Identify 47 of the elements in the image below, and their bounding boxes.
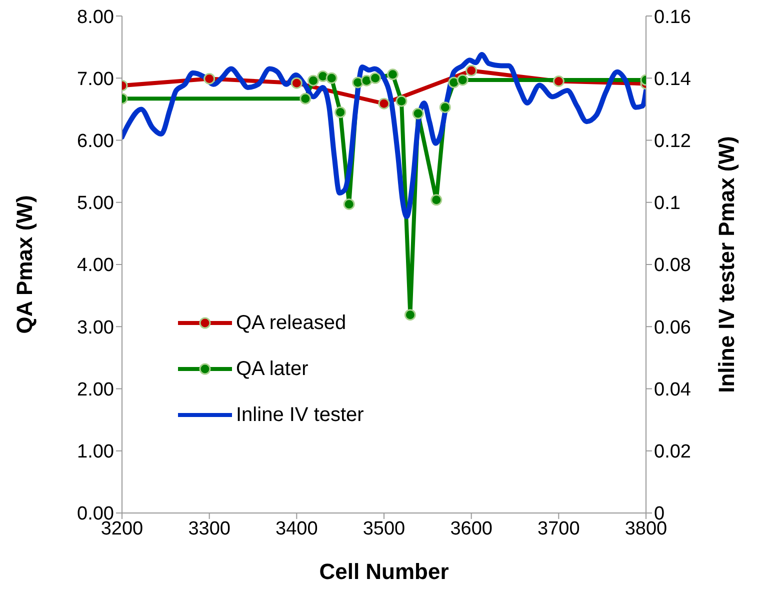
y2-tick-label: 0.14 <box>654 68 692 90</box>
x-tick-label: 3600 <box>450 518 492 540</box>
y2-tick-label: 0.04 <box>654 379 692 400</box>
point <box>466 64 478 76</box>
point <box>334 106 346 118</box>
point <box>412 108 424 120</box>
y-tick-label: 6.00 <box>77 130 114 152</box>
x-tick-label: 3500 <box>362 518 406 540</box>
point <box>300 92 312 104</box>
x-tick-label: 3300 <box>188 518 230 540</box>
legend-label: QA later <box>236 358 308 380</box>
x-axis-title: Cell Number <box>319 559 450 584</box>
point <box>386 68 398 80</box>
y-axis-title: QA Pmax (W) <box>12 195 37 334</box>
point <box>439 102 451 114</box>
y-tick-label: 1.00 <box>77 442 114 463</box>
y2-tick-label: 0.12 <box>654 130 691 152</box>
legend-label: QA released <box>236 312 346 334</box>
y2-axis-title: Inline IV tester Pmax (W) <box>714 136 739 393</box>
point <box>404 309 416 321</box>
legend-label: Inline IV tester <box>236 404 364 426</box>
x-tick-label: 3400 <box>276 518 318 540</box>
point <box>204 72 216 84</box>
point <box>290 77 302 89</box>
y-tick-label: 7.00 <box>77 68 114 90</box>
y-tick-label: 2.00 <box>77 379 114 400</box>
point <box>308 74 320 86</box>
point <box>448 76 460 88</box>
point <box>430 194 442 206</box>
point <box>378 98 390 110</box>
y2-tick-label: 0.06 <box>654 317 691 338</box>
point <box>343 198 355 210</box>
y2-tick-label: 0.02 <box>654 442 691 463</box>
point <box>456 74 468 86</box>
y-tick-label: 3.00 <box>77 317 114 338</box>
point <box>326 72 338 84</box>
point <box>360 74 372 86</box>
point <box>370 72 382 84</box>
y-tick-label: 4.00 <box>77 255 114 276</box>
x-tick-label: 3700 <box>538 518 580 540</box>
point <box>552 75 564 87</box>
y2-tick-label: 0.16 <box>654 6 691 28</box>
y2-tick-label: 0.1 <box>654 193 680 214</box>
point <box>396 95 408 107</box>
y-tick-label: 8.00 <box>77 6 114 28</box>
y2-tick-label: 0.08 <box>654 255 691 276</box>
y-tick-label: 5.00 <box>77 193 114 214</box>
